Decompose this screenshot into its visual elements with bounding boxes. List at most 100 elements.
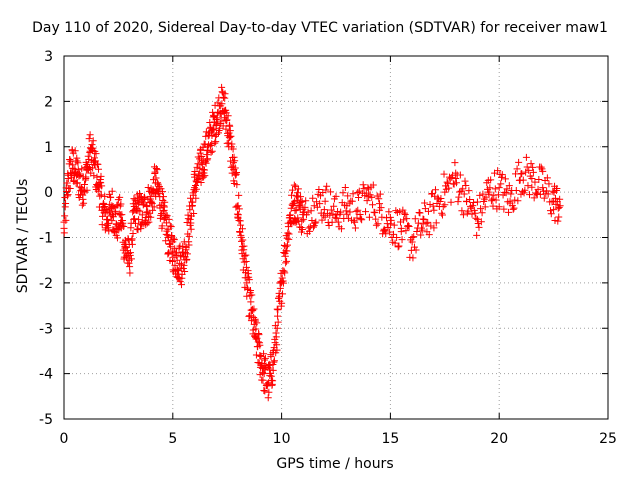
data-point-fill — [395, 242, 403, 250]
data-point — [156, 193, 164, 201]
data-point — [199, 156, 207, 164]
data-point-fill — [497, 180, 505, 188]
data-point-fill — [505, 182, 513, 190]
data-point-fill — [331, 214, 339, 222]
data-point-fill — [425, 231, 433, 239]
data-point-fill — [515, 158, 523, 166]
data-point-fill — [439, 203, 447, 211]
data-point — [151, 179, 159, 187]
data-point-fill — [550, 206, 558, 214]
data-point-fill — [293, 189, 301, 197]
data-point-fill — [334, 218, 342, 226]
data-point — [251, 333, 259, 341]
data-point — [108, 202, 116, 210]
data-point-fill — [231, 164, 239, 172]
data-point-fill — [201, 172, 209, 180]
data-point-fill — [535, 176, 543, 184]
data-point-fill — [167, 243, 175, 251]
data-point-fill — [476, 191, 484, 199]
data-point-fill — [371, 209, 379, 217]
data-point-fill — [333, 214, 341, 222]
data-point-fill — [363, 197, 371, 205]
data-point-fill — [311, 219, 319, 227]
data-point-fill — [413, 228, 421, 236]
data-point — [286, 211, 294, 219]
data-point-fill — [254, 338, 262, 346]
data-point-fill — [120, 222, 128, 230]
data-point-fill — [278, 299, 286, 307]
data-point-fill — [352, 207, 360, 215]
data-point-fill — [351, 218, 359, 226]
data-point-fill — [130, 195, 138, 203]
data-point-fill — [509, 205, 517, 213]
data-point — [191, 184, 199, 192]
data-point-fill — [355, 193, 363, 201]
data-point — [539, 184, 547, 192]
data-point-fill — [394, 243, 402, 251]
data-point-fill — [117, 200, 125, 208]
data-point-fill — [307, 207, 315, 215]
data-point-fill — [510, 204, 518, 212]
data-point-fill — [185, 232, 193, 240]
data-point-fill — [543, 187, 551, 195]
data-point-fill — [97, 172, 105, 180]
data-point-fill — [502, 189, 510, 197]
data-point-fill — [337, 225, 345, 233]
data-point-fill — [144, 208, 152, 216]
data-point-fill — [482, 193, 490, 201]
y-tick-label: -4 — [39, 367, 53, 383]
data-point-fill — [488, 195, 496, 203]
data-point — [495, 184, 503, 192]
data-point-fill — [501, 175, 509, 183]
x-tick-label: 25 — [599, 431, 617, 447]
data-point-fill — [353, 214, 361, 222]
data-point-fill — [284, 229, 292, 237]
data-point-fill — [231, 157, 239, 165]
data-point-fill — [555, 213, 563, 221]
data-point-fill — [323, 182, 331, 190]
data-point-fill — [147, 213, 155, 221]
data-point — [230, 165, 238, 173]
data-point — [484, 188, 492, 196]
data-point-fill — [105, 227, 113, 235]
data-point-fill — [530, 194, 538, 202]
data-point-fill — [283, 257, 291, 265]
data-point-fill — [473, 231, 481, 239]
data-point-fill — [416, 209, 424, 217]
data-point-fill — [136, 189, 144, 197]
data-point — [506, 197, 514, 205]
data-point-fill — [477, 218, 485, 226]
y-tick-label: 2 — [44, 94, 53, 110]
data-point-fill — [256, 341, 264, 349]
data-point-fill — [273, 346, 281, 354]
data-point-fill — [414, 219, 422, 227]
data-point-fill — [174, 274, 182, 282]
data-point-fill — [66, 185, 74, 193]
data-point-fill — [376, 200, 384, 208]
data-point-fill — [386, 213, 394, 221]
data-point-fill — [198, 153, 206, 161]
data-point-fill — [99, 212, 107, 220]
data-point-fill — [456, 188, 464, 196]
data-point — [273, 324, 281, 332]
data-point-fill — [63, 179, 71, 187]
data-point-fill — [460, 190, 468, 198]
data-point-fill — [247, 287, 255, 295]
data-point — [376, 206, 384, 214]
data-point-fill — [228, 140, 236, 148]
data-point-fill — [190, 210, 198, 218]
data-point-fill — [298, 197, 306, 205]
data-point-fill — [290, 181, 298, 189]
data-point-fill — [194, 178, 202, 186]
data-point-fill — [261, 354, 269, 362]
data-point-fill — [531, 178, 539, 186]
data-point — [299, 215, 307, 223]
data-point-fill — [150, 203, 158, 211]
data-point-fill — [424, 207, 432, 215]
data-point-fill — [430, 224, 438, 232]
x-tick-label: 15 — [381, 431, 399, 447]
data-point-fill — [513, 165, 521, 173]
data-point-fill — [512, 186, 520, 194]
data-point-fill — [163, 219, 171, 227]
data-point-fill — [478, 209, 486, 217]
